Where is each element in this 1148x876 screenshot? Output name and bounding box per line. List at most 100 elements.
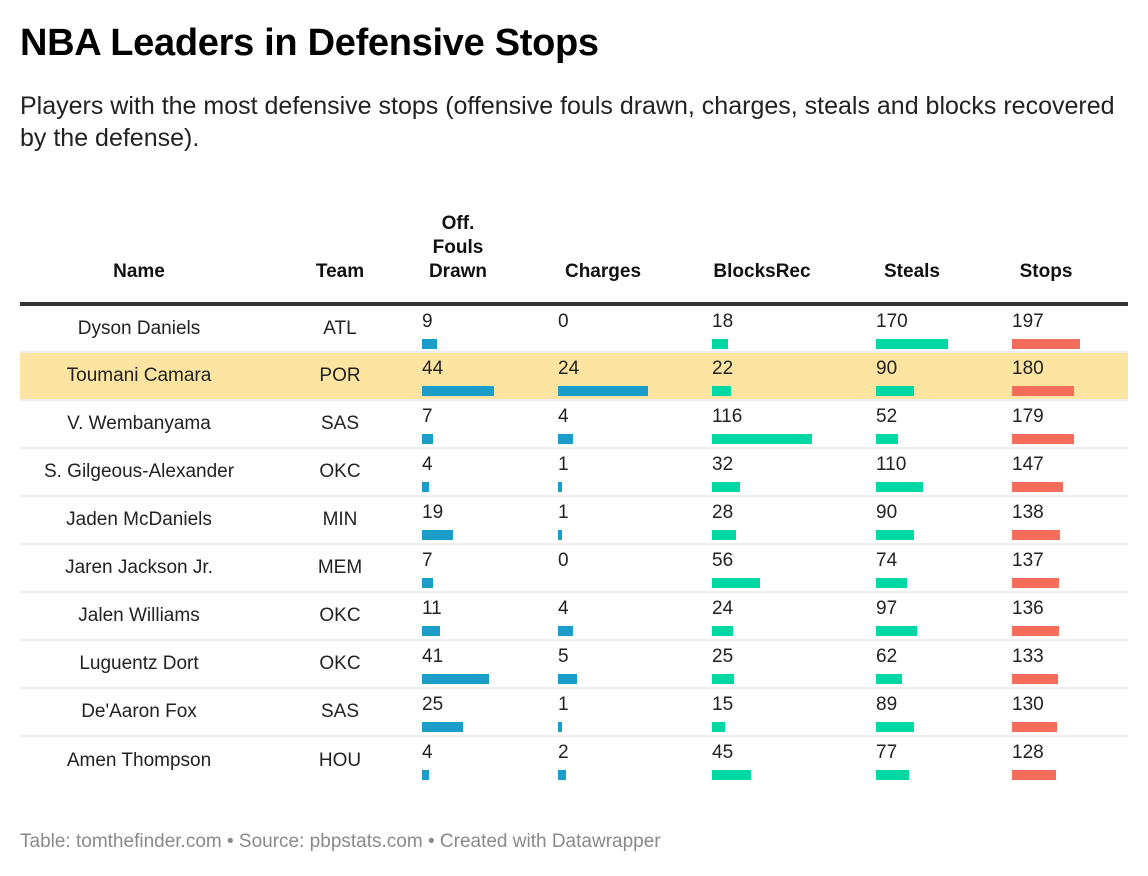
bar-stops xyxy=(1012,530,1060,540)
bar-stops xyxy=(1012,626,1059,636)
cell-steals: 110 xyxy=(876,448,1012,496)
table-row: Jaden McDaniels MIN 19 1 28 90 138 xyxy=(20,496,1128,544)
cell-stops: 136 xyxy=(1012,592,1128,640)
bar-blocks-rec xyxy=(712,722,725,732)
value-label-blocks-rec: 56 xyxy=(712,550,734,571)
bar-off-fouls xyxy=(422,530,453,540)
value-label-charges: 4 xyxy=(558,598,569,619)
bar-blocks-rec xyxy=(712,434,812,444)
value-label-off-fouls: 41 xyxy=(422,646,444,667)
column-header-off-fouls[interactable]: Off. Fouls Drawn xyxy=(422,212,558,304)
cell-team: MIN xyxy=(322,509,358,530)
cell-charges: 4 xyxy=(558,592,712,640)
value-label-steals: 90 xyxy=(876,358,898,379)
bar-steals xyxy=(876,339,948,349)
bar-steals xyxy=(876,674,902,684)
header-row: Name Team Off. Fouls Drawn Charges Block… xyxy=(20,212,1128,304)
cell-player-name: De'Aaron Fox xyxy=(81,701,197,722)
value-label-stops: 138 xyxy=(1012,502,1044,523)
cell-team: OKC xyxy=(319,605,361,626)
column-header-stops[interactable]: Stops xyxy=(1012,212,1128,304)
cell-team: HOU xyxy=(318,749,362,771)
value-label-off-fouls: 7 xyxy=(422,550,433,571)
bar-stops xyxy=(1012,386,1074,396)
value-label-steals: 74 xyxy=(876,550,898,571)
column-header-team[interactable]: Team xyxy=(315,261,365,282)
value-label-steals: 77 xyxy=(876,742,898,763)
value-label-steals: 89 xyxy=(876,694,898,715)
bar-stops xyxy=(1012,482,1063,492)
defensive-stops-table: Name Team Off. Fouls Drawn Charges Block… xyxy=(20,212,1128,784)
cell-steals: 74 xyxy=(876,544,1012,592)
bar-stops xyxy=(1012,770,1056,780)
value-label-off-fouls: 44 xyxy=(422,358,444,379)
table-row: Luguentz Dort OKC 41 5 25 62 133 xyxy=(20,640,1128,688)
column-header-blocks-rec[interactable]: BlocksRec xyxy=(712,212,876,304)
cell-blocks-rec: 32 xyxy=(712,448,876,496)
cell-stops: 137 xyxy=(1012,544,1128,592)
cell-charges: 0 xyxy=(558,304,712,352)
bar-steals xyxy=(876,386,914,396)
cell-stops: 147 xyxy=(1012,448,1128,496)
column-header-name[interactable]: Name xyxy=(113,261,165,282)
column-header-off-fouls-line2: Fouls xyxy=(432,237,484,258)
column-header-steals[interactable]: Steals xyxy=(876,212,1012,304)
cell-blocks-rec: 22 xyxy=(712,352,876,400)
cell-team: MEM xyxy=(317,557,363,578)
value-label-off-fouls: 25 xyxy=(422,694,444,715)
cell-off-fouls: 4 xyxy=(422,736,558,784)
bar-off-fouls xyxy=(422,578,433,588)
cell-off-fouls: 44 xyxy=(422,352,558,400)
cell-blocks-rec: 28 xyxy=(712,496,876,544)
cell-blocks-rec: 116 xyxy=(712,400,876,448)
bar-stops xyxy=(1012,434,1074,444)
cell-player-name: Dyson Daniels xyxy=(77,317,201,339)
value-label-charges: 4 xyxy=(558,406,569,427)
cell-stops: 128 xyxy=(1012,736,1128,784)
value-label-stops: 179 xyxy=(1012,406,1044,427)
bar-charges xyxy=(558,434,573,444)
column-header-charges-label: Charges xyxy=(564,261,642,282)
cell-off-fouls: 4 xyxy=(422,448,558,496)
cell-off-fouls: 25 xyxy=(422,688,558,736)
table-body: Dyson Daniels ATL 9 0 18 170 197 Toumani Camara… xyxy=(20,304,1128,784)
value-label-stops: 130 xyxy=(1012,694,1044,715)
column-header-steals-label: Steals xyxy=(884,261,940,282)
cell-steals: 52 xyxy=(876,400,1012,448)
bar-stops xyxy=(1012,722,1057,732)
bar-blocks-rec xyxy=(712,626,733,636)
column-header-blocks-rec-label: BlocksRec xyxy=(713,261,811,282)
value-label-blocks-rec: 25 xyxy=(712,646,734,667)
cell-off-fouls: 7 xyxy=(422,400,558,448)
column-header-charges[interactable]: Charges xyxy=(558,212,712,304)
value-label-off-fouls: 7 xyxy=(422,406,433,427)
bar-charges xyxy=(558,386,648,396)
cell-steals: 77 xyxy=(876,736,1012,784)
bar-steals xyxy=(876,626,917,636)
table-row: Jalen Williams OKC 11 4 24 97 136 xyxy=(20,592,1128,640)
bar-blocks-rec xyxy=(712,530,736,540)
cell-blocks-rec: 45 xyxy=(712,736,876,784)
value-label-stops: 197 xyxy=(1012,311,1044,332)
value-label-off-fouls: 4 xyxy=(422,454,433,475)
bar-off-fouls xyxy=(422,339,437,349)
bar-charges xyxy=(558,482,562,492)
cell-off-fouls: 9 xyxy=(422,304,558,352)
cell-off-fouls: 7 xyxy=(422,544,558,592)
cell-player-name: S. Gilgeous-Alexander xyxy=(43,461,235,482)
bar-off-fouls xyxy=(422,626,440,636)
value-label-charges: 24 xyxy=(558,358,580,379)
table-row: Jaren Jackson Jr. MEM 7 0 56 74 137 xyxy=(20,544,1128,592)
bar-off-fouls xyxy=(422,674,489,684)
bar-charges xyxy=(558,770,566,780)
cell-blocks-rec: 24 xyxy=(712,592,876,640)
value-label-off-fouls: 11 xyxy=(422,598,442,619)
column-header-off-fouls-line1: Off. xyxy=(441,213,475,234)
cell-off-fouls: 11 xyxy=(422,592,558,640)
bar-steals xyxy=(876,482,923,492)
bar-steals xyxy=(876,578,907,588)
chart-title: NBA Leaders in Defensive Stops xyxy=(20,22,599,64)
cell-charges: 4 xyxy=(558,400,712,448)
cell-charges: 5 xyxy=(558,640,712,688)
bar-off-fouls xyxy=(422,770,429,780)
